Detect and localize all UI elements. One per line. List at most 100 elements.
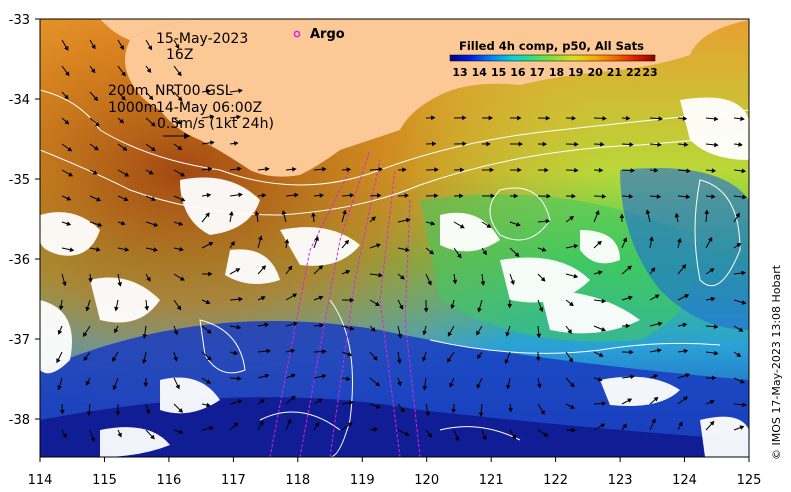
current-arrow-head — [290, 373, 296, 379]
current-arrow-head — [540, 276, 546, 282]
current-arrow-head — [112, 356, 117, 362]
current-arrow-head — [627, 265, 632, 271]
current-arrow-head — [147, 45, 153, 51]
current-arrow-head — [431, 115, 436, 121]
current-arrow-head — [177, 71, 182, 77]
current-arrow-head — [119, 45, 124, 51]
current-arrow-head — [322, 349, 327, 354]
current-arrow-head — [622, 423, 627, 429]
current-arrow-head — [447, 357, 452, 363]
current-arrow-head — [545, 115, 551, 121]
current-arrow-head — [342, 209, 347, 215]
current-arrow-head — [429, 249, 435, 255]
plot-frame — [39, 18, 750, 458]
current-arrow-head — [238, 296, 243, 302]
x-tick-label: 123 — [608, 473, 633, 488]
current-arrow-head — [486, 223, 492, 228]
current-arrow-head — [122, 146, 128, 151]
current-arrow-head — [259, 420, 264, 426]
current-arrow-head — [736, 352, 742, 357]
current-arrow-head — [544, 167, 549, 173]
current-arrow-head — [66, 221, 72, 226]
current-arrow-head — [629, 349, 634, 355]
current-arrow-head — [404, 431, 410, 436]
current-arrow-head — [682, 116, 688, 121]
colorbar-tick: 23 — [642, 66, 657, 79]
current-arrow-head — [92, 170, 98, 175]
current-arrow-head — [91, 44, 96, 50]
current-arrow-head — [378, 272, 383, 278]
current-arrow-head — [228, 210, 234, 216]
current-arrow-head — [62, 433, 67, 439]
current-arrow-head — [176, 119, 182, 125]
cloud-gaps — [40, 97, 749, 457]
current-arrow-head — [236, 114, 242, 120]
current-arrow-head — [709, 420, 715, 426]
current-arrow-head — [177, 145, 183, 150]
current-arrow-head — [150, 146, 156, 152]
contour-depth-200: 200m — [108, 83, 148, 99]
current-arrow-head — [397, 333, 403, 339]
current-arrow-head — [714, 350, 719, 356]
current-arrow-head — [93, 96, 99, 102]
current-arrow-head — [685, 373, 691, 378]
current-arrow-head — [94, 121, 100, 127]
current-arrow-head — [486, 141, 491, 147]
current-arrow-head — [452, 279, 458, 285]
current-arrow-head — [518, 141, 524, 147]
current-arrow-head — [517, 167, 522, 173]
current-arrow-head — [513, 193, 519, 199]
current-arrow-head — [57, 329, 63, 335]
current-arrow-head — [258, 235, 263, 241]
current-arrow-head — [85, 380, 91, 386]
current-arrow-head — [627, 398, 633, 403]
colorbar-tick: 21 — [607, 66, 622, 79]
current-arrow-head — [434, 167, 439, 173]
current-time: 14-May 06:00Z — [156, 100, 262, 116]
current-arrow-head — [658, 116, 663, 122]
current-arrow-head — [684, 294, 690, 299]
current-arrow-head — [97, 222, 103, 227]
current-arrow-head — [349, 193, 355, 198]
colorbar-tick: 18 — [549, 66, 564, 79]
current-arrow-head — [657, 321, 663, 327]
current-arrow-head — [206, 88, 212, 94]
current-arrow-head — [686, 168, 691, 174]
current-arrow-head — [709, 399, 715, 405]
current-arrow-head — [151, 196, 156, 201]
current-arrow-head — [261, 265, 266, 271]
current-arrow-head — [459, 193, 464, 199]
current-arrow-head — [120, 220, 126, 226]
current-arrow-head — [597, 240, 602, 246]
current-arrow-head — [173, 330, 179, 336]
current-arrow-head — [311, 212, 316, 217]
current-arrow-head — [507, 303, 513, 309]
current-arrow-head — [57, 385, 62, 391]
current-arrow-head — [210, 140, 215, 146]
current-arrow-head — [714, 142, 719, 148]
current-arrow-head — [265, 166, 270, 172]
y-tick-label: -37 — [9, 333, 30, 348]
current-arrow-head — [121, 95, 126, 101]
current-arrow-head — [95, 247, 101, 252]
current-arrow-head — [683, 348, 689, 354]
current-arrow-head — [142, 334, 148, 339]
current-arrow-head — [517, 115, 522, 121]
current-arrow-head — [180, 172, 186, 177]
current-arrow-head — [150, 434, 155, 440]
current-arrow-head — [208, 242, 214, 247]
current-arrow-head — [622, 237, 628, 243]
current-arrow-head — [314, 421, 320, 427]
depth-contours — [40, 89, 749, 457]
current-arrow-head — [233, 141, 239, 146]
current-arrow-head — [508, 407, 513, 413]
current-arrow-head — [505, 331, 511, 337]
colorbar-tick: 20 — [587, 66, 603, 79]
current-arrow-head — [515, 222, 521, 227]
y-tick-label: -35 — [9, 173, 30, 188]
current-arrow-head — [573, 273, 579, 279]
current-arrow-head — [738, 327, 744, 332]
current-arrow-head — [739, 379, 745, 384]
current-arrow-head — [114, 306, 119, 312]
